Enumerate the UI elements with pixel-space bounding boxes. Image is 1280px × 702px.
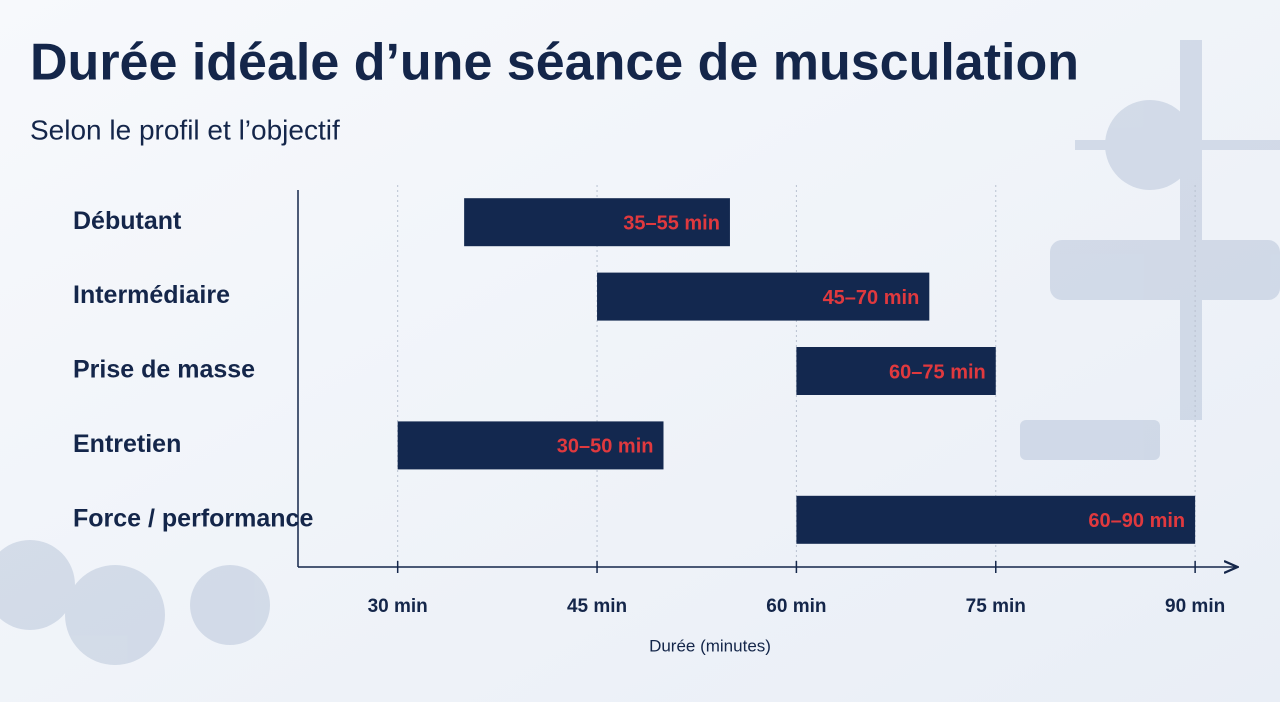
value-label: 35–55 min: [623, 212, 720, 234]
x-axis-title: Durée (minutes): [649, 636, 771, 655]
bar: [796, 495, 1196, 544]
bar: [397, 421, 664, 470]
value-label: 45–70 min: [823, 287, 920, 309]
x-tick-label: 60 min: [766, 596, 826, 617]
y-tick-label: Intermédiaire: [73, 281, 230, 309]
y-tick-label: Prise de masse: [73, 356, 255, 384]
y-tick-label: Débutant: [73, 207, 182, 235]
value-label: 60–75 min: [889, 361, 986, 383]
chart-title: Durée idéale d’une séance de musculation: [30, 34, 1079, 92]
bar: [597, 272, 930, 321]
bar: [464, 198, 730, 247]
decoration: [0, 40, 1280, 665]
bar: [796, 347, 996, 395]
value-label: 30–50 min: [557, 436, 654, 458]
y-tick-label: Entretien: [73, 430, 181, 458]
y-tick-label: Force / performance: [73, 504, 313, 532]
value-label: 60–90 min: [1088, 510, 1185, 532]
chart-subtitle: Selon le profil et l’objectif: [30, 114, 340, 145]
x-tick-label: 75 min: [966, 596, 1026, 617]
x-tick-label: 90 min: [1165, 596, 1225, 617]
x-tick-label: 45 min: [567, 596, 627, 617]
x-tick-label: 30 min: [368, 596, 428, 617]
